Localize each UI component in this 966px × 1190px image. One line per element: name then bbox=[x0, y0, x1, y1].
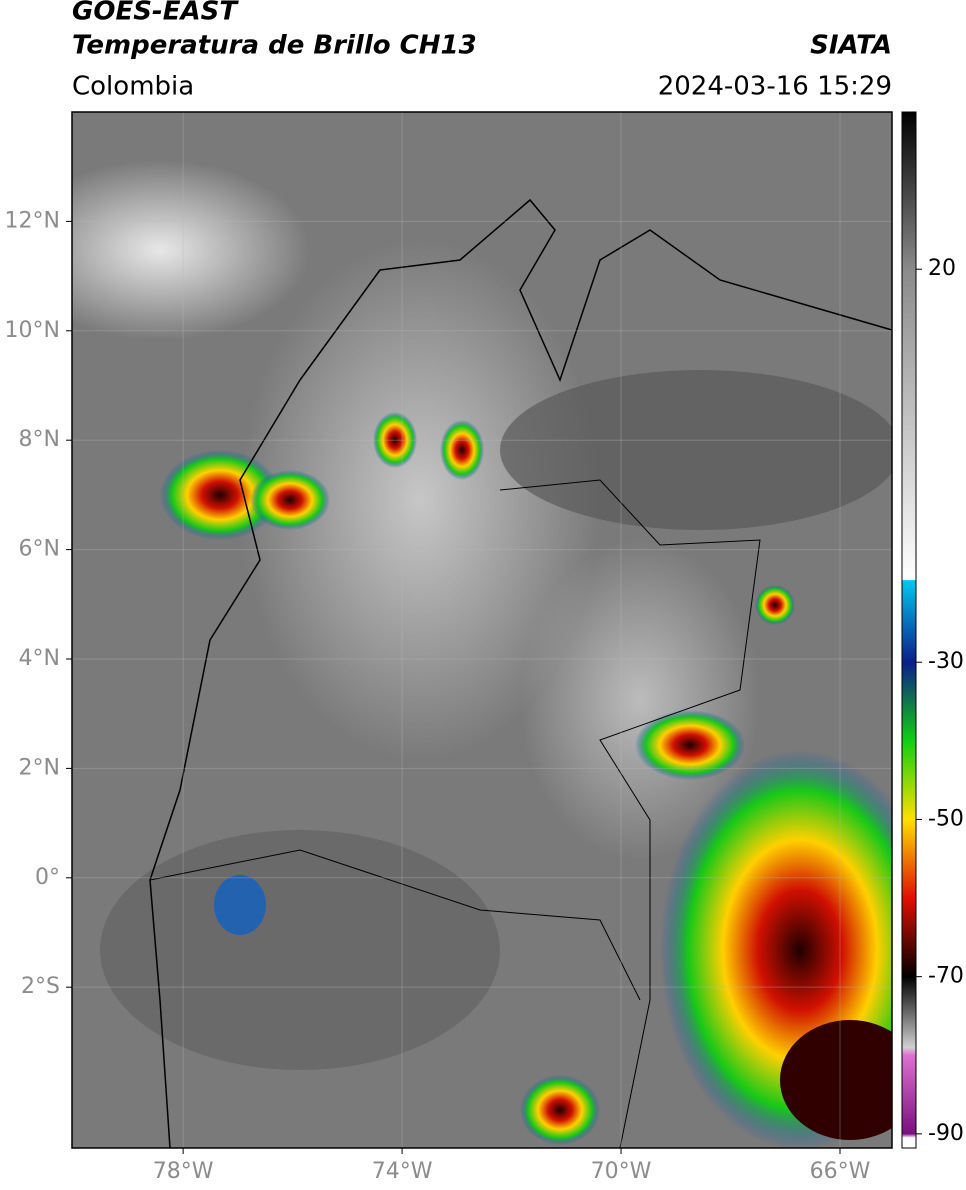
x-tick-label: 74°W bbox=[372, 1159, 433, 1184]
colorbar-tick-label: -30 bbox=[928, 649, 964, 674]
cloud bbox=[240, 240, 600, 760]
y-tick-label: 4°N bbox=[19, 646, 60, 671]
y-tick-label: 2°S bbox=[21, 974, 60, 999]
storm bbox=[214, 875, 266, 935]
y-tick-label: 12°N bbox=[5, 208, 60, 233]
storm bbox=[520, 1075, 600, 1145]
y-tick-label: 0° bbox=[35, 865, 60, 890]
y-tick-label: 8°N bbox=[19, 427, 60, 452]
dark-region bbox=[100, 830, 500, 1070]
storm-core bbox=[780, 1020, 892, 1140]
x-tick-label: 70°W bbox=[591, 1159, 652, 1184]
cloud bbox=[520, 540, 760, 860]
y-tick-label: 2°N bbox=[19, 755, 60, 780]
title: GOES-EAST bbox=[72, 0, 239, 27]
dark-region bbox=[500, 370, 892, 530]
storm bbox=[250, 470, 330, 530]
y-tick-label: 6°N bbox=[19, 537, 60, 562]
cloud bbox=[72, 160, 310, 340]
x-tick-label: 66°W bbox=[810, 1159, 871, 1184]
region: Colombia bbox=[72, 72, 194, 102]
y-tick-label: 10°N bbox=[5, 318, 60, 343]
colorbar-tick-label: -70 bbox=[928, 964, 964, 989]
colorbar bbox=[901, 111, 917, 1149]
x-tick-label: 78°W bbox=[153, 1159, 214, 1184]
storm bbox=[373, 412, 417, 468]
imagery bbox=[72, 112, 892, 1148]
storm bbox=[440, 420, 484, 480]
datetime: 2024-03-16 15:29 bbox=[658, 72, 892, 102]
storm bbox=[635, 710, 745, 780]
subtitle: Temperatura de Brillo CH13 bbox=[72, 31, 477, 61]
source: SIATA bbox=[810, 31, 892, 61]
colorbar-tick-label: -90 bbox=[928, 1121, 964, 1146]
coastline bbox=[299, 198, 892, 383]
map-frame bbox=[71, 111, 893, 1149]
border bbox=[149, 479, 761, 1148]
colorbar-tick-label: -50 bbox=[928, 806, 964, 831]
colorbar-tick-label: 20 bbox=[928, 256, 956, 281]
storm bbox=[755, 585, 795, 625]
